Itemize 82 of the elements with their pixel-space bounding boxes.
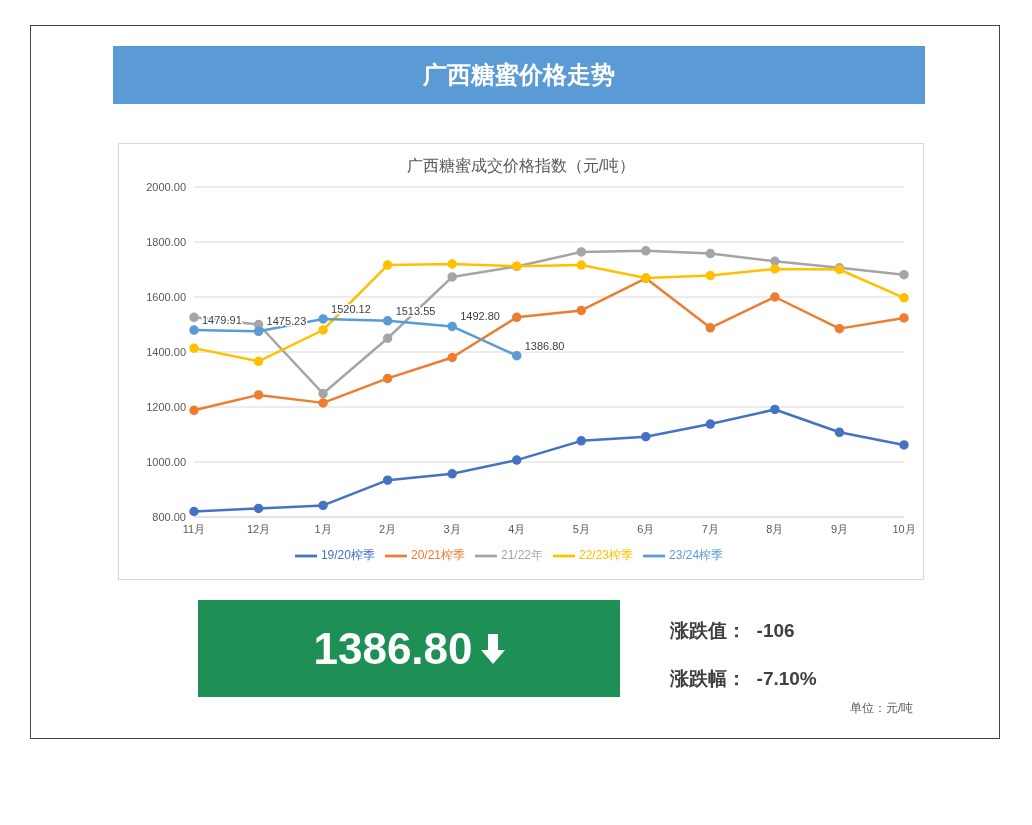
point [189, 506, 199, 517]
legend-label: 22/23榨季 [579, 548, 634, 563]
legend-label: 21/22年 [500, 548, 544, 563]
x-tick-label: 3月 [443, 522, 461, 535]
chart-subtitle: 广西糖蜜成交价格指数（元/吨） [405, 156, 637, 176]
point [447, 272, 457, 282]
x-tick-label: 10月 [892, 522, 916, 535]
point [834, 323, 845, 334]
legend-label: 19/20榨季 [320, 548, 375, 563]
text: 涨跌幅： -7.10% [670, 667, 817, 691]
point [899, 293, 909, 303]
data-label: 1479.91 [202, 314, 242, 327]
x-tick-label: 5月 [572, 522, 590, 535]
point [253, 503, 264, 514]
text: 涨跌值： -106 [670, 619, 795, 643]
data-label: 1386.80 [524, 339, 565, 352]
point [641, 246, 651, 256]
data-label: 1475.23 [266, 315, 307, 328]
point [511, 350, 522, 361]
point [318, 314, 328, 324]
text: 单位：元/吨 [850, 700, 914, 717]
point [189, 312, 199, 323]
y-tick-label: 1600.00 [146, 290, 186, 303]
point [576, 260, 587, 270]
point [899, 313, 909, 323]
point [899, 269, 909, 280]
point [511, 312, 522, 323]
legend-label: 20/21榨季 [410, 548, 465, 563]
y-tick-label: 800.00 [152, 510, 186, 523]
point [253, 390, 264, 400]
point [318, 388, 328, 399]
point [770, 264, 780, 274]
y-tick-label: 1200.00 [146, 400, 186, 413]
x-tick-label: 8月 [766, 522, 784, 535]
point [189, 325, 199, 335]
point [189, 343, 199, 353]
point [770, 404, 780, 415]
x-tick-label: 11月 [182, 522, 206, 535]
point [705, 323, 716, 333]
point [382, 316, 393, 326]
point [318, 398, 328, 408]
x-tick-label: 4月 [508, 522, 526, 535]
point [770, 292, 780, 302]
y-tick-label: 2000.00 [146, 180, 186, 193]
y-tick-label: 1400.00 [146, 345, 186, 358]
point [318, 500, 328, 511]
point [253, 356, 264, 367]
point [382, 373, 393, 384]
point [705, 419, 716, 429]
point [899, 440, 909, 450]
point [641, 431, 651, 442]
text: 1386.80 [313, 623, 473, 674]
x-tick-label: 1月 [314, 522, 332, 535]
point [447, 321, 457, 332]
point [705, 248, 716, 259]
point [576, 247, 587, 257]
x-tick-label: 6月 [637, 522, 655, 535]
data-label: 1492.80 [460, 310, 500, 323]
point [447, 352, 457, 363]
x-tick-label: 12月 [246, 522, 271, 535]
x-tick-label: 7月 [701, 522, 719, 535]
y-tick-label: 1800.00 [146, 235, 186, 248]
point [834, 427, 845, 438]
point [511, 455, 522, 465]
point [189, 405, 199, 416]
point [253, 326, 264, 337]
point [382, 475, 393, 485]
point [447, 469, 457, 479]
point [382, 260, 393, 270]
x-tick-label: 9月 [830, 522, 849, 535]
point [318, 325, 328, 335]
y-tick-label: 1000.00 [146, 455, 186, 468]
legend-label: 23/24榨季 [669, 548, 724, 563]
point [770, 256, 780, 266]
point [705, 270, 716, 281]
point [382, 333, 393, 343]
chart-title: 广西糖蜜价格走势 [113, 46, 925, 104]
point [576, 436, 587, 446]
x-tick-label: 2月 [379, 522, 397, 535]
point [576, 305, 587, 316]
data-label: 1513.55 [395, 304, 436, 317]
point [447, 259, 457, 269]
